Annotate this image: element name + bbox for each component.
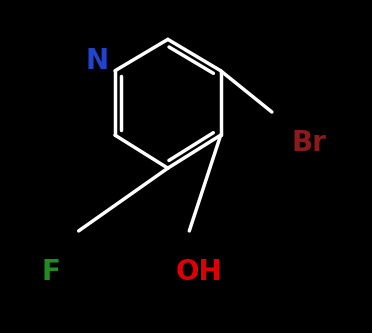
Text: Br: Br [292, 130, 327, 158]
Text: F: F [41, 258, 60, 286]
Text: N: N [85, 47, 108, 75]
Text: OH: OH [176, 258, 222, 286]
